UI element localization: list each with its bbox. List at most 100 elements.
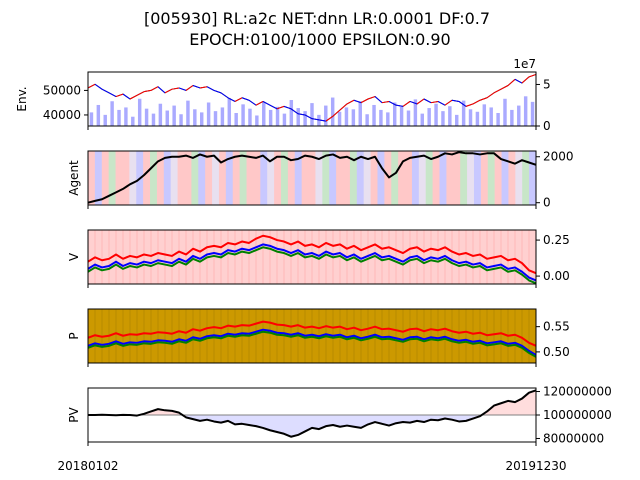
price-segment bbox=[346, 99, 355, 105]
price-segment bbox=[262, 101, 271, 106]
background-band bbox=[163, 151, 172, 205]
price-segment bbox=[318, 119, 327, 122]
background-band bbox=[329, 151, 337, 205]
volume-bar bbox=[186, 100, 190, 126]
volume-bar bbox=[379, 109, 383, 126]
background-band bbox=[411, 151, 420, 205]
volume-bar bbox=[172, 105, 176, 126]
volume-bar bbox=[179, 114, 183, 126]
price-segment bbox=[101, 88, 110, 94]
background-band bbox=[177, 151, 185, 205]
y-tick-label: 0.55 bbox=[543, 320, 570, 334]
price-segment bbox=[325, 115, 334, 122]
price-segment bbox=[360, 98, 369, 104]
background-band bbox=[522, 151, 530, 205]
price-segment bbox=[290, 108, 299, 115]
price-segment bbox=[367, 96, 376, 100]
series-line bbox=[87, 243, 537, 282]
price-segment bbox=[241, 97, 250, 101]
background-band bbox=[418, 151, 427, 205]
y-axis-label: Env. bbox=[15, 86, 29, 111]
price-segment bbox=[213, 89, 222, 94]
volume-bar bbox=[117, 109, 121, 126]
volume-bar bbox=[131, 116, 135, 126]
price-segment bbox=[157, 86, 166, 94]
series-line bbox=[87, 320, 537, 347]
background-band bbox=[143, 151, 151, 205]
volume-bar bbox=[213, 111, 218, 126]
y-tick-label: 2000 bbox=[543, 150, 574, 164]
background-band bbox=[453, 151, 461, 205]
background-band bbox=[315, 151, 323, 205]
volume-bar bbox=[441, 111, 445, 126]
price-segment bbox=[339, 103, 348, 111]
background-band bbox=[460, 151, 468, 205]
volume-bar bbox=[262, 101, 266, 126]
background-band bbox=[405, 151, 413, 205]
volume-bar bbox=[255, 115, 259, 126]
background-band bbox=[301, 151, 309, 205]
price-segment bbox=[500, 85, 509, 90]
panel-v: 0.25 0.00 V bbox=[67, 229, 570, 288]
y-tick-label: 0.25 bbox=[543, 233, 570, 247]
pv-area-segment bbox=[507, 400, 516, 416]
volume-bar bbox=[268, 109, 273, 126]
background-band bbox=[115, 151, 123, 205]
price-segment bbox=[521, 76, 530, 84]
volume-bar bbox=[455, 114, 459, 126]
volume-bar bbox=[137, 98, 142, 126]
volume-bar bbox=[110, 101, 114, 126]
price-segment bbox=[171, 87, 180, 90]
background-band bbox=[253, 151, 261, 205]
price-segment bbox=[332, 109, 341, 117]
pv-area-segment bbox=[269, 414, 278, 433]
y-axis-label: Agent bbox=[67, 160, 81, 196]
background-band bbox=[343, 151, 351, 205]
series-line bbox=[87, 246, 537, 285]
price-segment bbox=[115, 93, 124, 98]
price-segment bbox=[381, 100, 390, 104]
price-segment bbox=[87, 83, 96, 89]
volume-bar bbox=[200, 112, 204, 126]
y-axis-label: V bbox=[67, 252, 81, 261]
volume-bar bbox=[193, 109, 197, 126]
volume-bar bbox=[496, 113, 500, 126]
volume-bar bbox=[510, 109, 514, 126]
price-segment bbox=[402, 101, 411, 107]
volume-bar bbox=[89, 112, 94, 126]
volume-bar bbox=[358, 101, 362, 126]
volume-bar bbox=[475, 111, 480, 126]
background-band bbox=[377, 151, 385, 205]
volume-bar bbox=[413, 99, 418, 126]
volume-bar bbox=[392, 102, 397, 126]
volume-bar bbox=[420, 113, 424, 126]
background-band bbox=[260, 151, 268, 205]
price-segment bbox=[465, 103, 474, 107]
background-band bbox=[508, 151, 516, 205]
volume-bar bbox=[503, 98, 507, 126]
price-segment bbox=[472, 99, 481, 105]
volume-bar bbox=[234, 113, 238, 126]
background-band bbox=[88, 151, 96, 205]
price-segment bbox=[227, 97, 236, 102]
background-band bbox=[308, 151, 316, 205]
background-band bbox=[370, 151, 378, 205]
volume-bar bbox=[344, 107, 349, 126]
price-segment bbox=[136, 91, 145, 96]
y-tick-label: 0.50 bbox=[543, 345, 570, 359]
y-tick-label: 120000000 bbox=[543, 385, 612, 399]
price-segment bbox=[479, 97, 488, 101]
background-band bbox=[108, 151, 116, 205]
background-band bbox=[198, 151, 206, 205]
background-band bbox=[150, 151, 158, 205]
panel-pv: 120000000 100000000 80000000 PV bbox=[67, 385, 612, 446]
volume-bar bbox=[448, 106, 452, 126]
volume-bar bbox=[427, 108, 431, 126]
background-band bbox=[515, 151, 523, 205]
price-segment bbox=[514, 78, 523, 84]
background-band bbox=[398, 151, 406, 205]
y-tick-label: 100000000 bbox=[543, 408, 612, 422]
background-band bbox=[170, 151, 178, 205]
price-segment bbox=[423, 98, 432, 104]
